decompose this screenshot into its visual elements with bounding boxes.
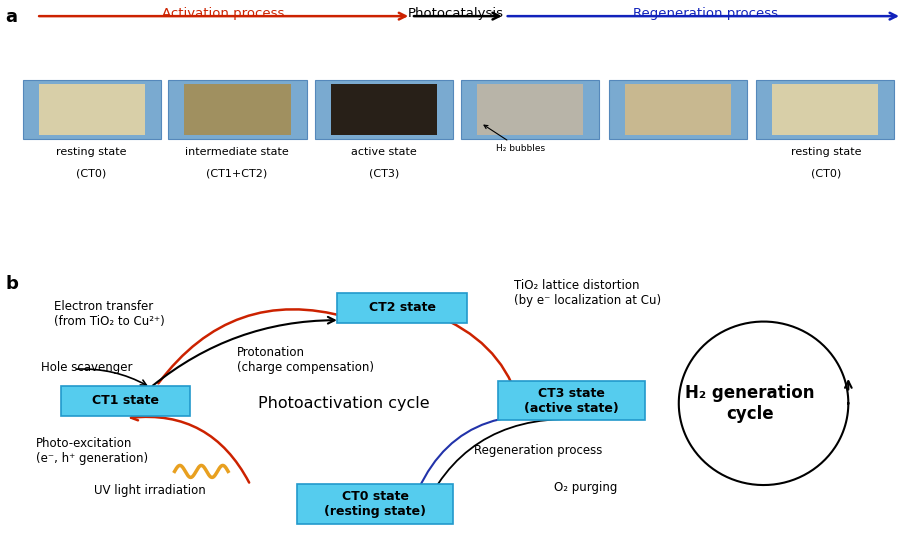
Text: TiO₂ lattice distortion
(by e⁻ localization at Cu): TiO₂ lattice distortion (by e⁻ localizat… xyxy=(513,279,660,307)
FancyBboxPatch shape xyxy=(497,381,644,420)
Text: resting state: resting state xyxy=(56,147,127,157)
Text: Regeneration process: Regeneration process xyxy=(473,445,601,457)
Text: Activation process: Activation process xyxy=(163,7,285,20)
Bar xyxy=(331,83,437,135)
Text: CT2 state: CT2 state xyxy=(369,301,436,314)
Bar xyxy=(460,80,598,139)
Text: b: b xyxy=(5,275,17,293)
Text: UV light irradiation: UV light irradiation xyxy=(94,484,206,497)
Text: (CT3): (CT3) xyxy=(369,168,399,178)
Bar xyxy=(23,80,161,139)
Text: O₂ purging: O₂ purging xyxy=(553,481,617,494)
Bar xyxy=(771,83,877,135)
Text: Photo-excitation
(e⁻, h⁺ generation): Photo-excitation (e⁻, h⁺ generation) xyxy=(36,437,148,465)
Bar xyxy=(39,83,145,135)
FancyBboxPatch shape xyxy=(297,485,453,524)
Text: CT3 state
(active state): CT3 state (active state) xyxy=(524,386,618,415)
FancyBboxPatch shape xyxy=(61,386,190,415)
Bar xyxy=(754,80,893,139)
Text: Hole scavenger: Hole scavenger xyxy=(40,361,132,374)
Bar xyxy=(184,83,290,135)
Bar xyxy=(625,83,731,135)
Text: Regeneration process: Regeneration process xyxy=(632,7,777,20)
Bar xyxy=(168,80,306,139)
Text: CT0 state
(resting state): CT0 state (resting state) xyxy=(324,490,425,518)
Text: CT1 state: CT1 state xyxy=(92,394,159,407)
Text: a: a xyxy=(5,8,17,26)
Bar xyxy=(314,80,452,139)
Text: Protonation
(charge compensation): Protonation (charge compensation) xyxy=(237,346,374,374)
Text: (CT0): (CT0) xyxy=(810,168,840,178)
Text: H₂ bubbles: H₂ bubbles xyxy=(483,125,544,153)
FancyBboxPatch shape xyxy=(337,293,466,323)
Bar xyxy=(477,83,583,135)
Text: active state: active state xyxy=(351,147,416,157)
Text: (CT0): (CT0) xyxy=(76,168,107,178)
Bar xyxy=(608,80,746,139)
Text: intermediate state: intermediate state xyxy=(185,147,289,157)
Text: resting state: resting state xyxy=(790,147,860,157)
Text: Electron transfer
(from TiO₂ to Cu²⁺): Electron transfer (from TiO₂ to Cu²⁺) xyxy=(54,300,165,328)
Text: H₂ generation
cycle: H₂ generation cycle xyxy=(685,384,814,423)
Text: (CT1+CT2): (CT1+CT2) xyxy=(206,168,267,178)
Text: Photocatalysis: Photocatalysis xyxy=(407,7,503,20)
Text: Photoactivation cycle: Photoactivation cycle xyxy=(258,396,429,411)
